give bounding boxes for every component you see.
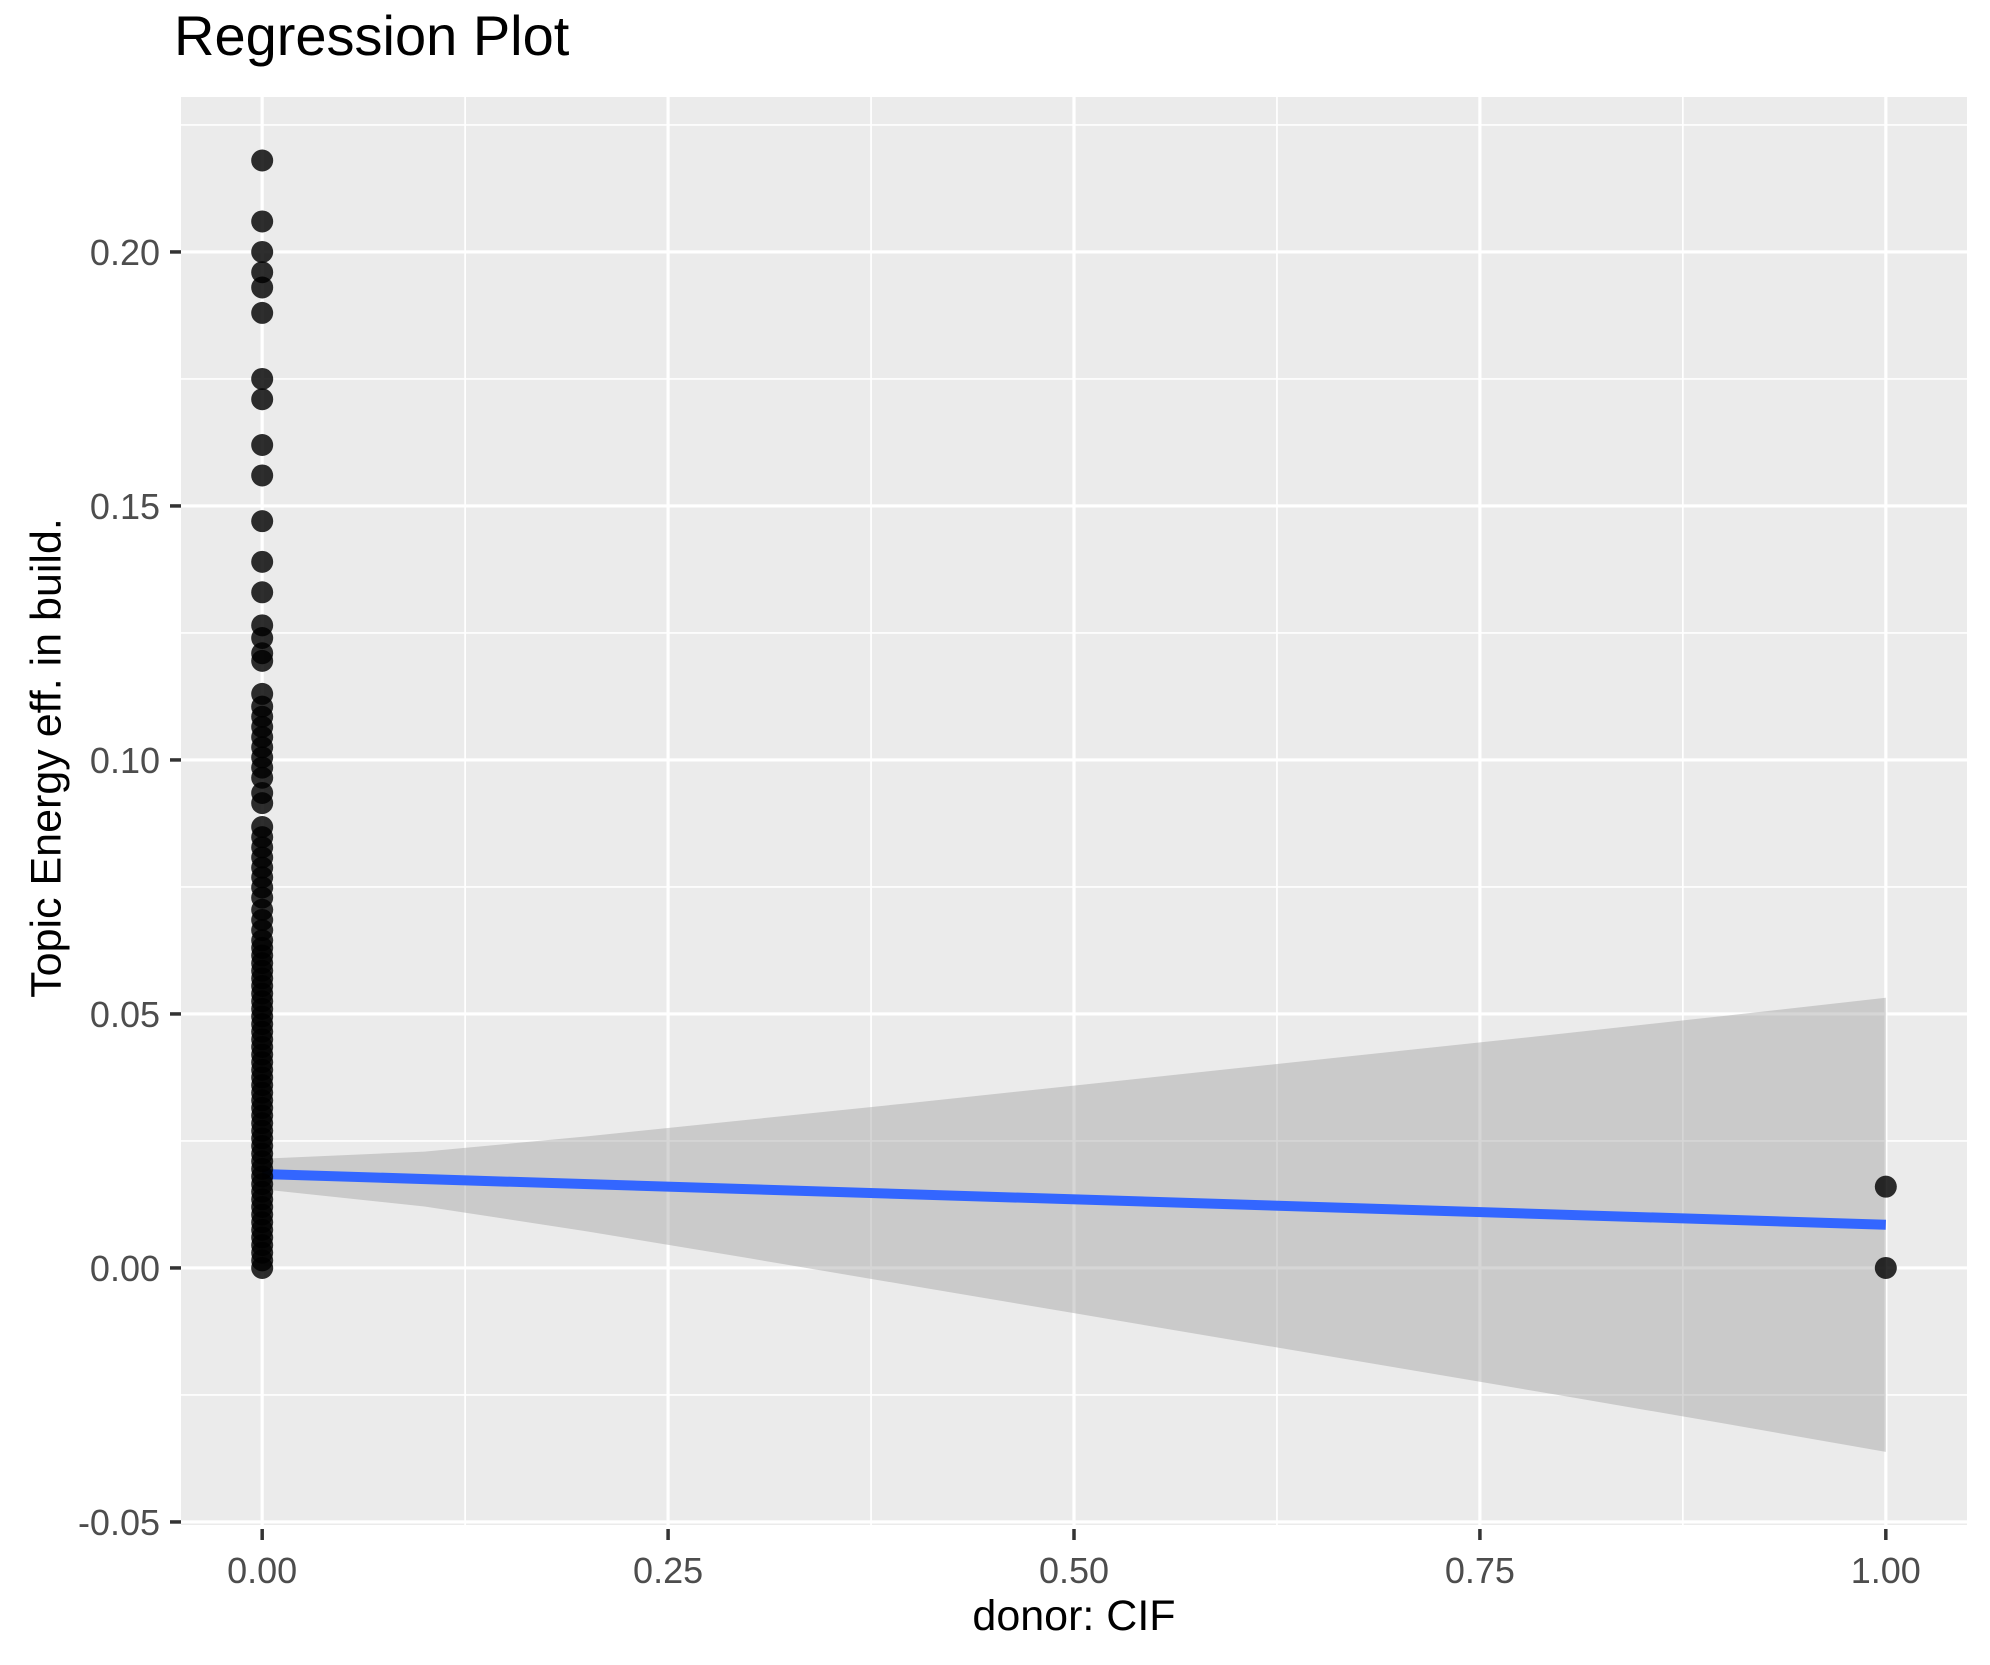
x-tick-label: 0.00 bbox=[227, 1550, 297, 1591]
data-point bbox=[251, 510, 274, 533]
data-point bbox=[251, 240, 274, 263]
data-point bbox=[251, 301, 274, 324]
y-tick-label: 0.20 bbox=[90, 232, 160, 273]
data-point bbox=[251, 464, 274, 487]
data-point bbox=[251, 388, 274, 411]
y-tick-label: -0.05 bbox=[78, 1502, 160, 1543]
data-point bbox=[251, 367, 274, 390]
data-point bbox=[251, 261, 274, 284]
data-point bbox=[251, 792, 274, 815]
y-axis-title: Topic Energy eff. in build. bbox=[22, 518, 71, 998]
data-point bbox=[251, 276, 274, 299]
x-tick-label: 0.75 bbox=[1445, 1550, 1515, 1591]
data-point bbox=[251, 581, 274, 604]
data-point bbox=[251, 766, 274, 789]
y-tick-label: 0.00 bbox=[90, 1248, 160, 1289]
data-point bbox=[251, 627, 274, 650]
data-point bbox=[251, 550, 274, 573]
confidence-band bbox=[262, 997, 1886, 1452]
x-tick-label: 0.50 bbox=[1039, 1550, 1109, 1591]
regression-line bbox=[262, 1168, 1886, 1230]
x-axis-title: donor: CIF bbox=[972, 1592, 1176, 1640]
data-point bbox=[251, 1256, 274, 1279]
y-tick-label: 0.15 bbox=[90, 486, 160, 527]
data-point bbox=[251, 210, 274, 233]
data-point bbox=[251, 149, 274, 172]
x-tick-label: 1.00 bbox=[1851, 1550, 1921, 1591]
y-tick-label: 0.10 bbox=[90, 740, 160, 781]
data-point bbox=[1874, 1175, 1897, 1198]
x-tick-label: 0.25 bbox=[633, 1550, 703, 1591]
data-point bbox=[251, 433, 274, 456]
plot-title: Regression Plot bbox=[174, 4, 570, 67]
data-point bbox=[251, 649, 274, 672]
data-point bbox=[1874, 1256, 1897, 1279]
y-tick-label: 0.05 bbox=[90, 994, 160, 1035]
